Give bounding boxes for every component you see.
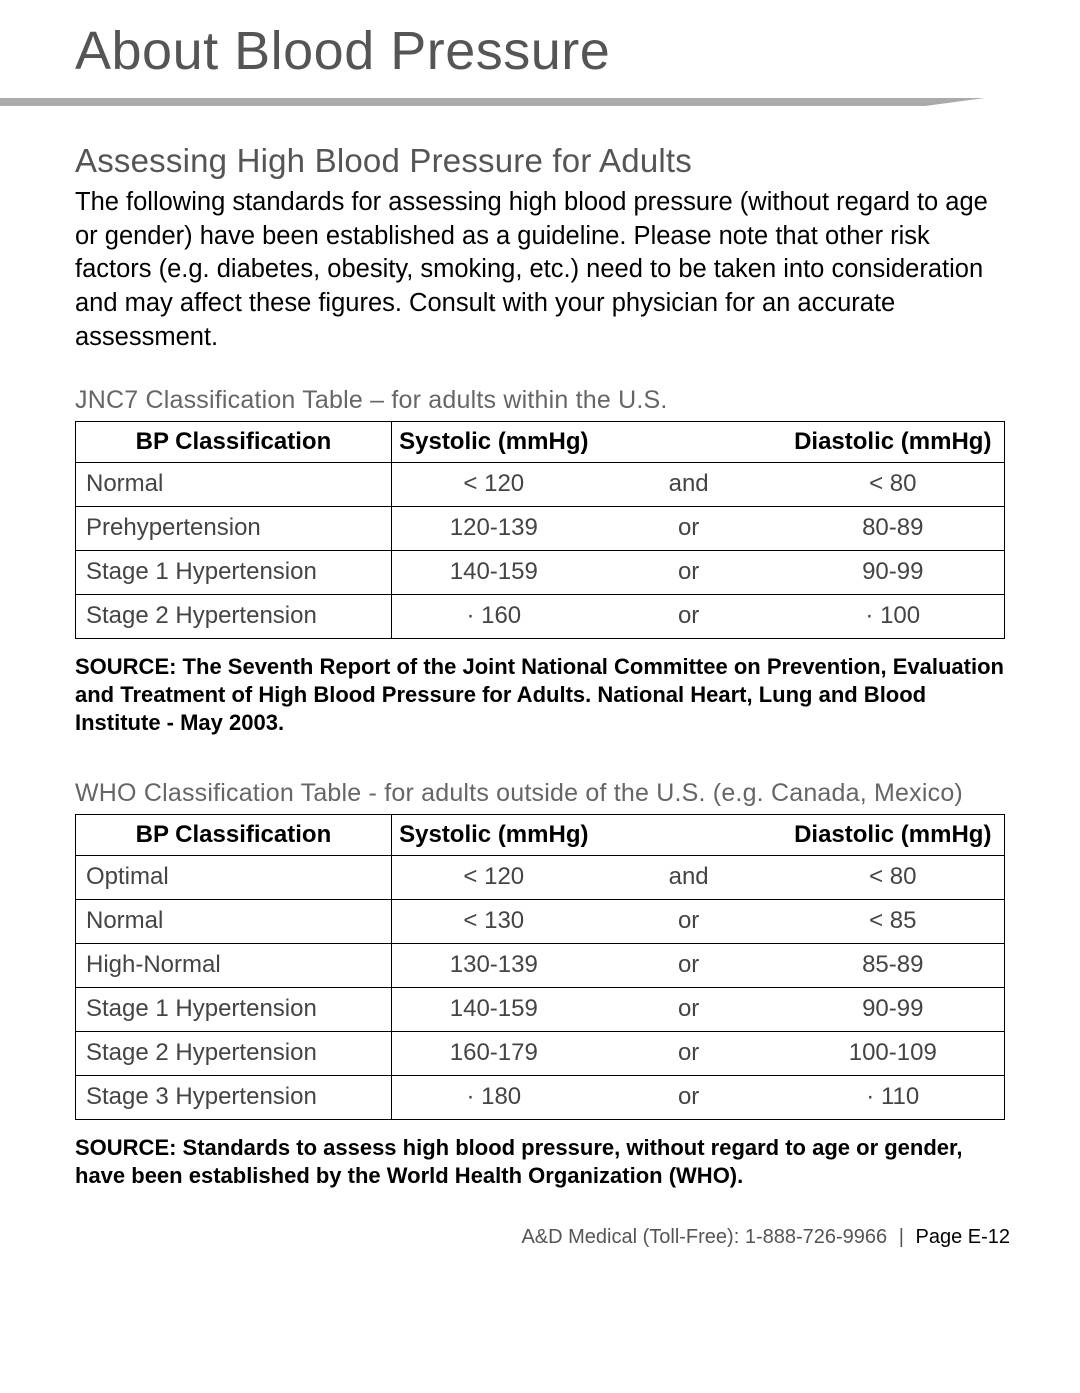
cell-conjunction: or xyxy=(596,506,782,550)
cell-diastolic: 100-109 xyxy=(782,1031,1005,1075)
content-area: Assessing High Blood Pressure for Adults… xyxy=(0,142,1080,1190)
cell-systolic: · 180 xyxy=(391,1075,595,1119)
page-footer: A&D Medical (Toll-Free): 1-888-726-9966 … xyxy=(0,1190,1080,1249)
table-row: Normal< 130or< 85 xyxy=(76,899,1005,943)
col-header-systolic: Systolic (mmHg) xyxy=(391,815,595,856)
cell-classification: Stage 1 Hypertension xyxy=(76,550,392,594)
cell-classification: Stage 1 Hypertension xyxy=(76,987,392,1031)
col-header-class: BP Classification xyxy=(76,422,392,463)
col-header-diastolic: Diastolic (mmHg) xyxy=(782,815,1005,856)
intro-paragraph: The following standards for assessing hi… xyxy=(75,186,1005,354)
cell-classification: Stage 2 Hypertension xyxy=(76,1031,392,1075)
cell-classification: Optimal xyxy=(76,855,392,899)
jnc7-source: SOURCE: The Seventh Report of the Joint … xyxy=(75,653,1005,737)
cell-conjunction: or xyxy=(596,899,782,943)
divider-taper-icon xyxy=(925,98,985,106)
page-title: About Blood Pressure xyxy=(75,20,1080,82)
cell-conjunction: and xyxy=(596,855,782,899)
table-row: Stage 2 Hypertension160-179or100-109 xyxy=(76,1031,1005,1075)
cell-systolic: 120-139 xyxy=(391,506,595,550)
footer-contact: A&D Medical (Toll-Free): 1-888-726-9966 xyxy=(521,1226,887,1248)
cell-conjunction: and xyxy=(596,462,782,506)
cell-diastolic: 85-89 xyxy=(782,943,1005,987)
header-divider xyxy=(0,92,1080,114)
cell-systolic: · 160 xyxy=(391,594,595,638)
cell-diastolic: < 85 xyxy=(782,899,1005,943)
cell-diastolic: < 80 xyxy=(782,855,1005,899)
footer-separator: | xyxy=(893,1226,910,1248)
cell-systolic: 140-159 xyxy=(391,987,595,1031)
cell-diastolic: 90-99 xyxy=(782,550,1005,594)
table-row: Stage 3 Hypertension· 180or· 110 xyxy=(76,1075,1005,1119)
document-page: About Blood Pressure Assessing High Bloo… xyxy=(0,0,1080,1289)
cell-conjunction: or xyxy=(596,1075,782,1119)
title-wrap: About Blood Pressure xyxy=(0,0,1080,92)
col-header-systolic: Systolic (mmHg) xyxy=(391,422,595,463)
cell-conjunction: or xyxy=(596,1031,782,1075)
table-header-row: BP Classification Systolic (mmHg) Diasto… xyxy=(76,422,1005,463)
col-header-conjunction xyxy=(596,422,782,463)
cell-systolic: 160-179 xyxy=(391,1031,595,1075)
cell-classification: Stage 3 Hypertension xyxy=(76,1075,392,1119)
cell-conjunction: or xyxy=(596,943,782,987)
col-header-class: BP Classification xyxy=(76,815,392,856)
jnc7-caption: JNC7 Classification Table – for adults w… xyxy=(75,386,1005,415)
jnc7-tbody: Normal< 120and< 80Prehypertension120-139… xyxy=(76,462,1005,638)
cell-classification: Normal xyxy=(76,462,392,506)
section-subtitle: Assessing High Blood Pressure for Adults xyxy=(75,142,1005,180)
who-source: SOURCE: Standards to assess high blood p… xyxy=(75,1134,1005,1190)
who-caption: WHO Classification Table - for adults ou… xyxy=(75,779,1005,808)
cell-systolic: < 120 xyxy=(391,855,595,899)
cell-diastolic: 80-89 xyxy=(782,506,1005,550)
cell-diastolic: < 80 xyxy=(782,462,1005,506)
cell-diastolic: 90-99 xyxy=(782,987,1005,1031)
cell-classification: Stage 2 Hypertension xyxy=(76,594,392,638)
table-row: Optimal< 120and< 80 xyxy=(76,855,1005,899)
cell-systolic: 130-139 xyxy=(391,943,595,987)
col-header-conjunction xyxy=(596,815,782,856)
table-row: Stage 1 Hypertension140-159or90-99 xyxy=(76,550,1005,594)
table-row: Prehypertension120-139or80-89 xyxy=(76,506,1005,550)
table-header-row: BP Classification Systolic (mmHg) Diasto… xyxy=(76,815,1005,856)
table-row: Stage 2 Hypertension· 160or· 100 xyxy=(76,594,1005,638)
cell-classification: Prehypertension xyxy=(76,506,392,550)
cell-systolic: < 130 xyxy=(391,899,595,943)
cell-conjunction: or xyxy=(596,594,782,638)
cell-conjunction: or xyxy=(596,987,782,1031)
cell-systolic: 140-159 xyxy=(391,550,595,594)
col-header-diastolic: Diastolic (mmHg) xyxy=(782,422,1005,463)
table-row: Normal< 120and< 80 xyxy=(76,462,1005,506)
footer-page-number: Page E-12 xyxy=(915,1226,1010,1248)
cell-diastolic: · 100 xyxy=(782,594,1005,638)
who-tbody: Optimal< 120and< 80Normal< 130or< 85High… xyxy=(76,855,1005,1119)
jnc7-table: BP Classification Systolic (mmHg) Diasto… xyxy=(75,421,1005,639)
cell-systolic: < 120 xyxy=(391,462,595,506)
table-row: Stage 1 Hypertension140-159or90-99 xyxy=(76,987,1005,1031)
cell-diastolic: · 110 xyxy=(782,1075,1005,1119)
divider-bar xyxy=(0,98,925,106)
table-row: High-Normal130-139or85-89 xyxy=(76,943,1005,987)
cell-classification: High-Normal xyxy=(76,943,392,987)
cell-conjunction: or xyxy=(596,550,782,594)
cell-classification: Normal xyxy=(76,899,392,943)
who-table: BP Classification Systolic (mmHg) Diasto… xyxy=(75,814,1005,1120)
